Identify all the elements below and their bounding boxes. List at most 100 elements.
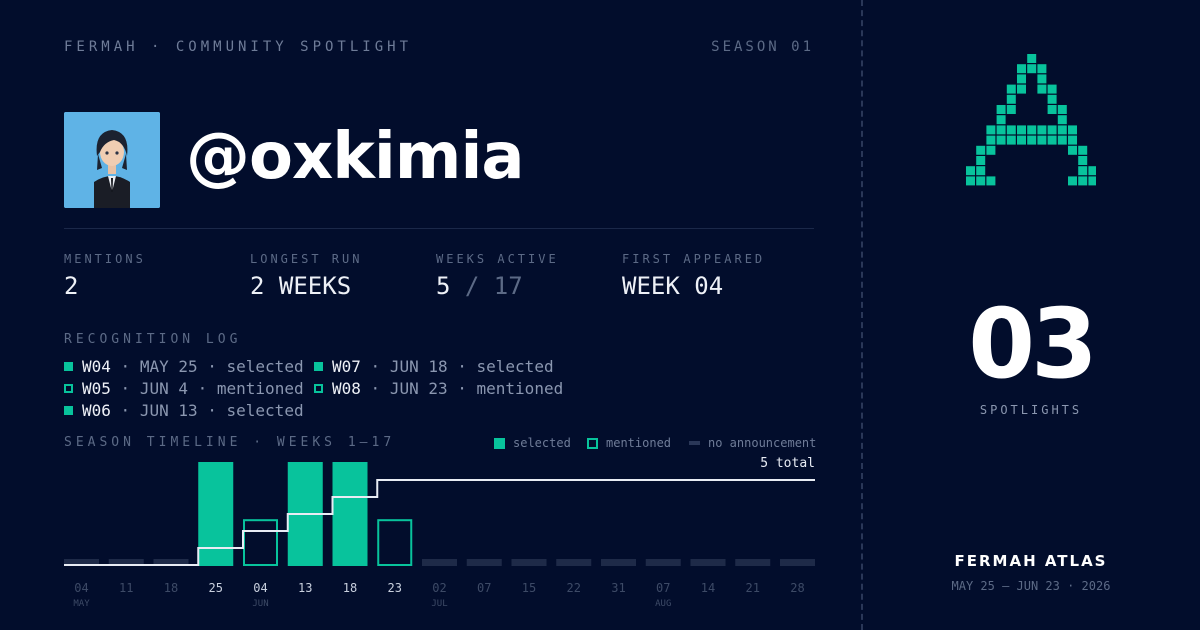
- bar-none: [466, 559, 502, 566]
- stat-label: MENTIONS: [64, 252, 146, 266]
- legend-label: selected: [513, 436, 571, 450]
- logo-pixel: [1037, 125, 1047, 135]
- logo-pixel: [1078, 156, 1088, 165]
- logo-pixel: [976, 166, 986, 176]
- tick-label: 15: [522, 581, 536, 595]
- logo-pixel: [1068, 135, 1077, 145]
- bar-none: [601, 559, 636, 566]
- season-timeline-chart: 5 total 04 11 18 25 04 13 18 23 02 07 15 22 31 07 14 21 2…: [64, 456, 815, 609]
- logo-pixel: [1047, 84, 1057, 94]
- logo-pixel: [1088, 166, 1096, 176]
- logo-pixel: [1047, 125, 1057, 135]
- bar-none: [153, 559, 189, 566]
- legend-label: mentioned: [606, 436, 672, 450]
- tick-label: 18: [343, 581, 357, 595]
- logo-pixel: [986, 176, 996, 186]
- logo-pixel: [986, 125, 996, 135]
- bar-mentioned: [243, 519, 278, 566]
- stat-weeks-active: WEEKS ACTIVE 5 / 17: [436, 252, 559, 300]
- logo-pixel: [1027, 54, 1037, 63]
- logo-pixel: [1017, 84, 1026, 94]
- mentioned-marker-icon: [314, 384, 323, 393]
- selected-swatch-icon: [494, 437, 505, 449]
- tick-label: 02: [432, 581, 446, 595]
- tick-label: 07: [656, 581, 670, 595]
- bar-mentioned: [377, 519, 413, 566]
- bar-none: [108, 559, 144, 566]
- log-entry: W05 · JUN 4 · mentioned: [64, 379, 304, 398]
- bar-none: [511, 559, 547, 566]
- tick-label: 07: [477, 581, 491, 595]
- log-status: mentioned: [476, 379, 564, 398]
- stat-mentions: MENTIONS 2: [64, 252, 146, 300]
- logo-pixel: [1017, 125, 1026, 135]
- logo-pixel: [1017, 74, 1026, 84]
- tick-label: 14: [701, 581, 715, 595]
- section-separator: [861, 0, 863, 630]
- tick-label: 13: [298, 581, 312, 595]
- legend-none: no announcement: [689, 436, 816, 450]
- timeline-title: SEASON TIMELINE · WEEKS 1–17: [64, 435, 396, 450]
- logo-pixel: [996, 125, 1006, 135]
- log-status: selected: [226, 401, 304, 420]
- logo-pixel: [1068, 125, 1077, 135]
- cumulative-line: [64, 479, 815, 566]
- logo-pixel: [1068, 176, 1077, 186]
- logo-pixel: [976, 176, 986, 186]
- divider: [64, 228, 814, 229]
- logo-pixel: [1017, 135, 1026, 145]
- selected-marker-icon: [64, 362, 73, 371]
- logo-pixel: [1037, 84, 1047, 94]
- logo-pixel: [1027, 64, 1037, 74]
- month-label: AUG: [655, 599, 671, 609]
- fermah-atlas-logo-icon: [966, 54, 1096, 186]
- stat-value-group: 5 / 17: [436, 272, 559, 300]
- logo-pixel: [1057, 115, 1067, 125]
- logo-pixel: [1057, 135, 1067, 145]
- bar-none: [780, 559, 815, 566]
- month-label: JUN: [252, 599, 268, 609]
- avatar: [64, 112, 160, 208]
- bar-selected: [198, 462, 234, 566]
- log-entry: W08 · JUN 23 · mentioned: [314, 379, 563, 398]
- tick-label: 21: [746, 581, 760, 595]
- atlas-dates: MAY 25 — JUN 23 · 2026: [951, 579, 1111, 593]
- selected-marker-icon: [64, 406, 73, 415]
- log-date: JUN 23: [389, 379, 448, 398]
- log-status: mentioned: [216, 379, 304, 398]
- stat-first-appeared: FIRST APPEARED WEEK 04: [622, 252, 765, 300]
- tick-label: 04: [74, 581, 88, 595]
- logo-pixel: [986, 135, 996, 145]
- log-week: W06: [82, 401, 111, 420]
- log-entry: W04 · MAY 25 · selected: [64, 357, 304, 376]
- logo-pixel: [1027, 125, 1037, 135]
- log-entry: W07 · JUN 18 · selected: [314, 357, 554, 376]
- selected-marker-icon: [314, 362, 323, 371]
- mentioned-marker-icon: [64, 384, 73, 393]
- logo-pixel: [966, 176, 975, 186]
- log-entry: W06 · JUN 13 · selected: [64, 401, 304, 420]
- stat-total: / 17: [464, 272, 523, 300]
- log-date: JUN 13: [139, 401, 198, 420]
- recognition-log-title: RECOGNITION LOG: [64, 332, 242, 347]
- tick-label: 31: [611, 581, 625, 595]
- tick-label: 04: [253, 581, 267, 595]
- tick-label: 22: [567, 581, 581, 595]
- tick-label: 23: [388, 581, 402, 595]
- spotlight-count-label: SPOTLIGHTS: [979, 403, 1083, 417]
- log-status: selected: [226, 357, 304, 376]
- tick-label: 25: [209, 581, 223, 595]
- log-week: W07: [332, 357, 361, 376]
- log-week: W08: [332, 379, 361, 398]
- stat-value: 2 WEEKS: [250, 272, 352, 300]
- bar-none: [645, 559, 681, 566]
- bar-none: [735, 559, 771, 566]
- log-date: MAY 25: [139, 357, 198, 376]
- log-status: selected: [476, 357, 554, 376]
- logo-pixel: [986, 145, 996, 155]
- stat-longest-run: LONGEST RUN 2 WEEKS: [250, 252, 362, 300]
- mentioned-swatch-icon: [587, 437, 598, 449]
- log-week: W05: [82, 379, 111, 398]
- logo-pixel: [1057, 125, 1067, 135]
- logo-pixel: [1047, 94, 1057, 104]
